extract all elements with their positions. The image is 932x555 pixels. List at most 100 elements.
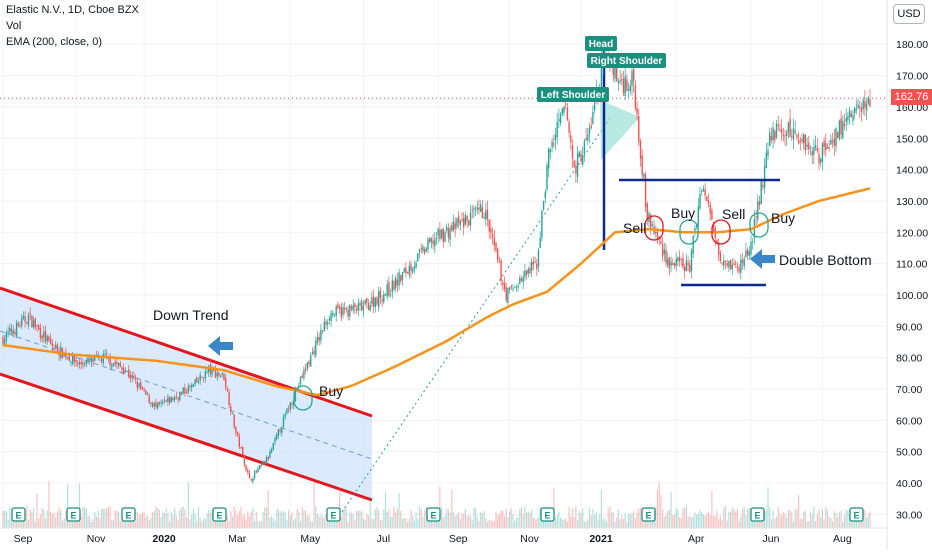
volume-bar [554, 517, 557, 528]
ema-legend[interactable]: EMA (200, close, 0) [6, 36, 102, 48]
candle-body [537, 249, 540, 267]
candle-body [279, 429, 281, 432]
volume-bar [145, 516, 147, 528]
volume-bar [582, 508, 584, 528]
time-tick-label: Sep [449, 533, 468, 545]
candle-body [264, 461, 266, 464]
volume-bar [306, 515, 308, 528]
volume-bar [473, 507, 475, 528]
volume-bar [769, 507, 771, 528]
volume-bar [497, 515, 499, 528]
volume-bar [679, 517, 681, 528]
volume-bar [288, 510, 290, 528]
volume-bar [218, 520, 220, 528]
candle-body [51, 343, 53, 347]
candle-body [485, 210, 487, 220]
candle-body [556, 122, 558, 137]
volume-bar [201, 521, 203, 528]
sell-marker [711, 219, 731, 245]
volume-bar [585, 521, 587, 528]
volume-bar [475, 508, 477, 528]
candle-body [614, 63, 616, 79]
candle-body [325, 321, 327, 325]
volume-bar [194, 513, 196, 528]
candle-body [143, 388, 145, 390]
candle-body [114, 361, 116, 365]
volume-bar [432, 518, 434, 528]
volume-bar [643, 521, 645, 528]
candle-body [519, 277, 521, 285]
price-tick-label: 180.00 [896, 39, 928, 51]
candle-body [296, 388, 298, 390]
volume-bar [310, 521, 312, 528]
volume-bar [641, 515, 643, 528]
volume-bar [699, 509, 701, 528]
candle-body [253, 471, 256, 479]
candle-body [26, 322, 28, 324]
volume-bar [826, 509, 829, 528]
candle-body [823, 140, 825, 147]
earnings-label: E [853, 511, 859, 521]
currency-selector[interactable]: USD [893, 4, 925, 24]
candle-body [111, 365, 113, 368]
candle-body [719, 252, 722, 262]
candle-body [578, 151, 580, 157]
volume-bar [254, 520, 256, 528]
candle-body [735, 263, 737, 265]
price-tick-label: 130.00 [896, 196, 928, 208]
volume-bar [860, 517, 863, 528]
volume-bar [823, 519, 825, 528]
candle-body [558, 119, 560, 121]
volume-bar [633, 510, 635, 528]
volume-bar [558, 512, 560, 528]
volume-bar [354, 520, 356, 528]
candle-body [702, 188, 705, 192]
volume-bar [220, 515, 222, 528]
volume-bar [58, 507, 60, 528]
candle-body [831, 141, 834, 143]
candle-body [651, 224, 654, 226]
volume-legend[interactable]: Vol [6, 20, 22, 32]
candle-body [31, 315, 33, 328]
volume-bar [772, 510, 774, 528]
volume-bar [594, 515, 596, 528]
volume-bar [755, 520, 757, 528]
candle-body [384, 294, 387, 296]
candle-body [439, 229, 441, 239]
candle-body [486, 209, 489, 220]
candle-body [631, 70, 633, 86]
earnings-icon: E [66, 507, 81, 522]
volume-bar [430, 520, 432, 528]
candle-body [315, 341, 317, 356]
candle-body [386, 284, 388, 297]
candle-body [306, 362, 308, 369]
volume-bar [570, 516, 572, 528]
candle-body [310, 355, 312, 367]
candle-body [260, 464, 263, 466]
candle-body [512, 288, 514, 290]
volume-bar [415, 512, 417, 528]
volume-bar [184, 509, 186, 528]
volume-bar [299, 521, 302, 528]
candle-body [145, 390, 147, 395]
earnings-label: E [216, 511, 222, 521]
volume-bar [272, 518, 274, 528]
volume-bar [231, 516, 234, 528]
candle-body [738, 267, 740, 272]
volume-bar [857, 515, 859, 528]
candle-body [187, 386, 189, 394]
volume-bar [104, 508, 106, 528]
candle-body [412, 268, 414, 273]
left-shoulder-label-text: Left Shoulder [541, 90, 606, 101]
candle-body [711, 210, 713, 220]
symbol-legend[interactable]: Elastic N.V., 1D, Cboe BZX [6, 4, 139, 16]
candle-body [784, 135, 786, 137]
candle-body [112, 363, 115, 367]
candle-body [842, 121, 844, 138]
candle-body [182, 387, 184, 394]
buy-label: Buy [671, 205, 695, 221]
candle-body [141, 387, 144, 390]
candle-body [840, 118, 842, 135]
candle-body [65, 352, 67, 358]
